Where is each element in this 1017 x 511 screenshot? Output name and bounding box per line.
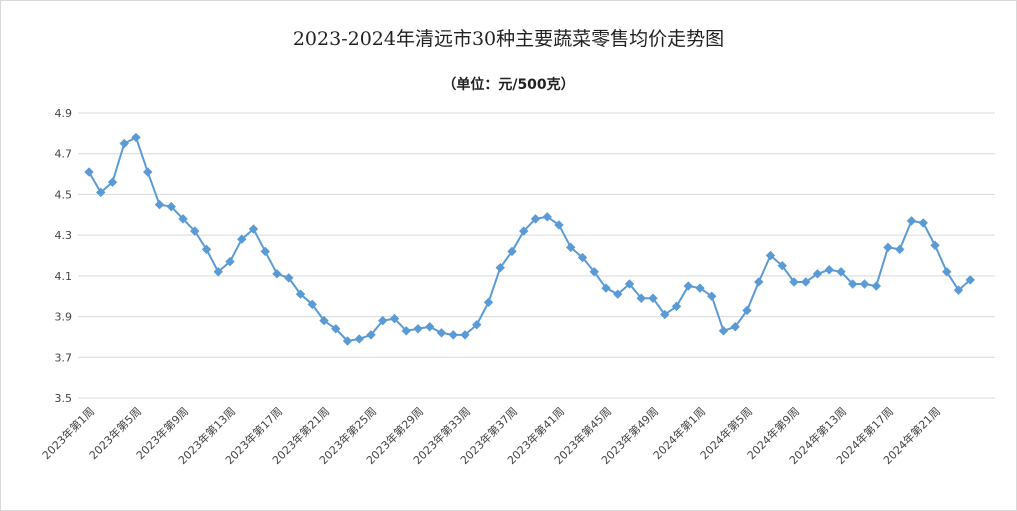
data-point — [319, 315, 329, 326]
data-point — [554, 220, 564, 230]
data-point — [836, 267, 846, 277]
series-points — [84, 132, 975, 346]
data-point — [495, 263, 505, 273]
data-point — [883, 242, 893, 253]
data-point — [331, 324, 341, 334]
gridlines — [78, 112, 995, 399]
data-point — [425, 322, 435, 332]
data-point — [812, 269, 823, 279]
data-point — [624, 279, 635, 289]
data-point — [754, 277, 764, 287]
data-point — [178, 214, 188, 224]
data-point — [671, 301, 682, 312]
y-tick-label: 3.5 — [55, 392, 73, 405]
data-point — [84, 167, 94, 177]
chart-title: 2023-2024年清远市30种主要蔬菜零售均价走势图 — [292, 28, 725, 50]
data-point — [284, 273, 294, 283]
data-point — [248, 224, 259, 234]
data-point — [190, 226, 200, 236]
data-point — [342, 336, 353, 346]
data-point — [695, 283, 705, 293]
data-point — [765, 250, 776, 261]
data-point — [577, 252, 588, 263]
data-point — [260, 246, 270, 257]
data-point — [777, 260, 787, 271]
data-point — [354, 334, 364, 344]
data-point — [460, 330, 470, 340]
data-point — [906, 216, 917, 226]
data-point — [895, 244, 905, 255]
data-point — [683, 281, 693, 291]
data-point — [131, 132, 141, 143]
y-axis-ticks: 3.5 3.7 3.9 4.1 4.3 4.5 4.7 4.9 — [55, 107, 73, 405]
data-point — [601, 283, 611, 293]
chart-subtitle: （单位：元/500克） — [442, 77, 575, 93]
data-point — [859, 279, 870, 289]
data-point — [918, 218, 928, 228]
data-point — [107, 177, 118, 187]
data-point — [448, 330, 458, 340]
y-tick-label: 3.9 — [55, 311, 73, 324]
y-tick-label: 3.7 — [55, 351, 73, 364]
data-point — [472, 320, 482, 330]
data-point — [119, 138, 129, 149]
data-point — [237, 234, 247, 244]
data-point — [930, 240, 940, 251]
data-point — [648, 293, 658, 303]
data-point — [154, 199, 165, 210]
data-point — [389, 313, 400, 324]
data-point — [613, 289, 623, 299]
data-point — [436, 328, 447, 338]
y-tick-label: 4.1 — [55, 270, 73, 283]
data-point — [848, 279, 858, 289]
data-point — [166, 201, 176, 212]
data-point — [789, 277, 799, 287]
data-point — [566, 242, 576, 253]
data-point — [519, 226, 529, 236]
data-point — [413, 324, 423, 334]
data-point — [295, 289, 306, 299]
data-point — [378, 315, 388, 326]
data-point — [201, 244, 212, 255]
data-point — [824, 265, 834, 275]
data-point — [942, 267, 952, 277]
data-point — [507, 246, 517, 257]
data-point — [636, 293, 646, 303]
data-point — [965, 275, 975, 285]
data-point — [530, 214, 541, 224]
data-point — [742, 305, 752, 316]
data-point — [143, 167, 153, 177]
data-point — [660, 309, 670, 320]
data-point — [589, 267, 599, 277]
series-line — [88, 136, 971, 343]
series-line-path — [88, 136, 971, 343]
data-point — [483, 297, 494, 308]
y-tick-label: 4.5 — [55, 188, 73, 201]
data-point — [401, 326, 411, 336]
data-point — [272, 269, 282, 279]
data-point — [542, 212, 552, 222]
data-point — [213, 267, 223, 277]
y-tick-label: 4.3 — [55, 229, 73, 242]
data-point — [366, 330, 376, 340]
data-point — [96, 187, 106, 198]
data-point — [225, 256, 235, 267]
y-tick-label: 4.7 — [55, 148, 73, 161]
data-point — [307, 299, 317, 310]
data-point — [953, 285, 964, 295]
y-tick-label: 4.9 — [55, 107, 73, 120]
data-point — [730, 322, 740, 332]
data-point — [707, 291, 717, 301]
data-point — [801, 277, 811, 287]
data-point — [718, 326, 729, 336]
x-axis-ticks: 2023年第1周2023年第5周2023年第9周2023年第13周2023年第1… — [39, 404, 943, 467]
data-point — [871, 281, 881, 291]
